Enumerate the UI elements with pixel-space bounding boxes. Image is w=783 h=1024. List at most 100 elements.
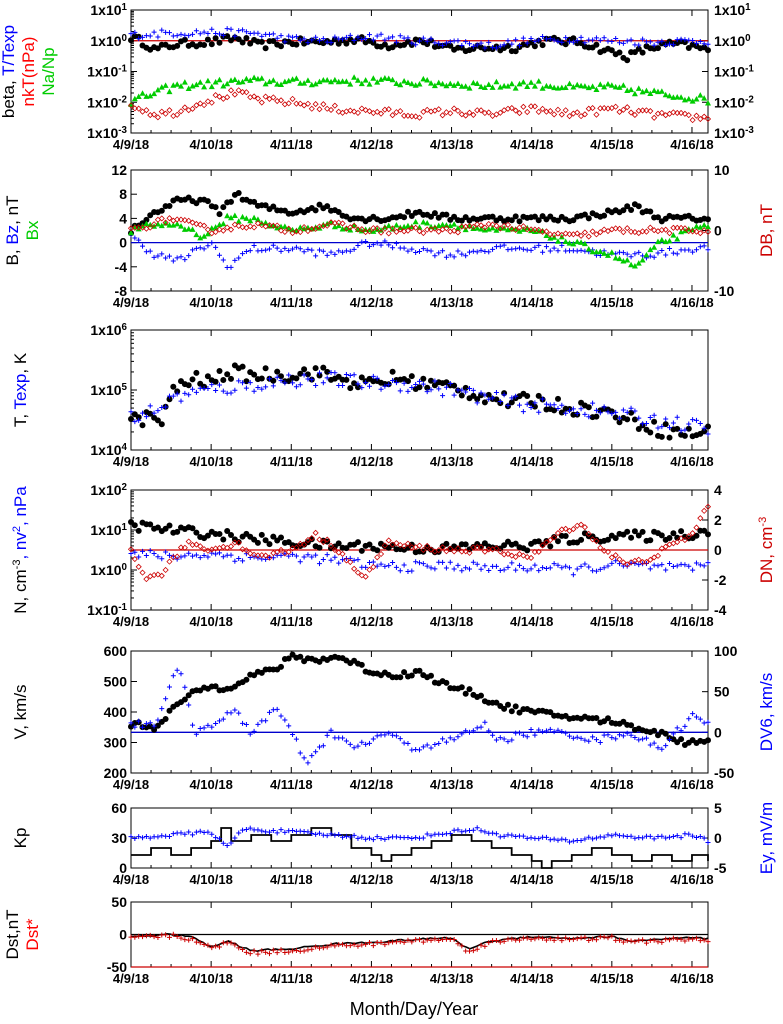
data-point xyxy=(489,84,496,90)
data-point xyxy=(482,719,488,725)
data-point xyxy=(320,248,326,254)
data-point xyxy=(155,935,161,941)
data-point xyxy=(516,218,523,225)
data-point xyxy=(420,381,426,387)
data-point xyxy=(174,391,180,397)
data-point xyxy=(181,79,188,85)
data-point xyxy=(504,83,511,89)
series-t-texp xyxy=(128,26,711,51)
data-point xyxy=(320,539,327,546)
data-point xyxy=(466,686,473,693)
data-point xyxy=(459,251,465,257)
data-point xyxy=(478,724,484,730)
data-point xyxy=(228,26,234,32)
data-point xyxy=(208,83,215,90)
data-point xyxy=(193,939,199,945)
data-point xyxy=(163,255,169,261)
data-point xyxy=(228,214,235,221)
data-point xyxy=(454,545,462,552)
series-texp xyxy=(128,370,711,437)
y-right-tick-label: 0 xyxy=(714,724,722,740)
data-point xyxy=(420,835,426,841)
data-point xyxy=(255,385,261,391)
data-point xyxy=(697,515,704,522)
data-point xyxy=(690,37,696,43)
data-point xyxy=(170,393,176,399)
data-point xyxy=(431,224,438,230)
data-point xyxy=(559,242,565,248)
data-point xyxy=(351,74,358,80)
data-point xyxy=(182,831,188,837)
data-point xyxy=(186,937,192,943)
data-point xyxy=(213,835,219,841)
data-point xyxy=(385,537,392,544)
data-point xyxy=(651,740,657,746)
data-point xyxy=(555,217,561,224)
data-point xyxy=(278,33,284,39)
data-point xyxy=(624,409,630,415)
data-point xyxy=(501,705,508,712)
data-point xyxy=(347,372,353,378)
data-point xyxy=(232,835,238,841)
data-point xyxy=(201,233,208,239)
data-point xyxy=(578,735,584,741)
data-point xyxy=(216,39,223,46)
data-point xyxy=(232,257,238,263)
data-point xyxy=(543,82,550,89)
data-point xyxy=(567,839,573,845)
data-point xyxy=(628,732,634,738)
data-point xyxy=(554,230,562,237)
data-point xyxy=(209,945,215,951)
series-kp xyxy=(131,827,709,869)
data-point xyxy=(347,558,354,566)
data-point xyxy=(681,432,688,439)
data-point xyxy=(662,421,669,428)
data-point xyxy=(554,238,561,244)
y-right-axis-label: DB, nT xyxy=(757,204,776,257)
data-point xyxy=(351,372,357,378)
data-point xyxy=(604,548,612,555)
data-point xyxy=(393,80,400,87)
data-point xyxy=(293,544,300,551)
data-point xyxy=(177,108,185,115)
data-point xyxy=(647,107,654,115)
data-point xyxy=(601,250,608,256)
data-point xyxy=(166,707,173,714)
data-point xyxy=(705,939,711,945)
data-point xyxy=(628,833,634,839)
x-tick-label: 4/11/18 xyxy=(270,137,313,152)
data-point xyxy=(158,572,165,579)
data-point xyxy=(509,395,515,401)
data-point xyxy=(436,250,442,256)
x-tick-label: 4/13/18 xyxy=(430,454,473,469)
data-point xyxy=(301,948,307,954)
data-point xyxy=(508,552,515,559)
data-point xyxy=(424,220,431,226)
data-point xyxy=(455,941,461,947)
data-point xyxy=(390,732,396,738)
data-point xyxy=(401,214,408,221)
data-point xyxy=(701,243,707,249)
data-point xyxy=(185,382,192,389)
data-point xyxy=(143,576,150,583)
y-tick-label: 1x105 xyxy=(90,382,127,399)
data-point xyxy=(451,737,457,743)
data-point xyxy=(651,244,658,250)
data-point xyxy=(220,204,227,211)
data-point xyxy=(562,525,569,532)
data-point xyxy=(370,225,377,232)
data-point xyxy=(458,684,465,691)
data-point xyxy=(224,80,231,87)
data-point xyxy=(458,392,465,399)
data-point xyxy=(690,833,696,839)
data-point xyxy=(151,254,157,260)
data-point xyxy=(605,935,611,941)
data-point xyxy=(432,936,438,942)
data-point xyxy=(417,747,422,753)
data-point xyxy=(382,383,388,389)
data-point xyxy=(486,568,492,574)
x-tick-label: 4/16/18 xyxy=(670,295,713,310)
data-point xyxy=(555,38,561,44)
data-point xyxy=(358,547,365,554)
series-nkt-npa- xyxy=(127,87,712,124)
